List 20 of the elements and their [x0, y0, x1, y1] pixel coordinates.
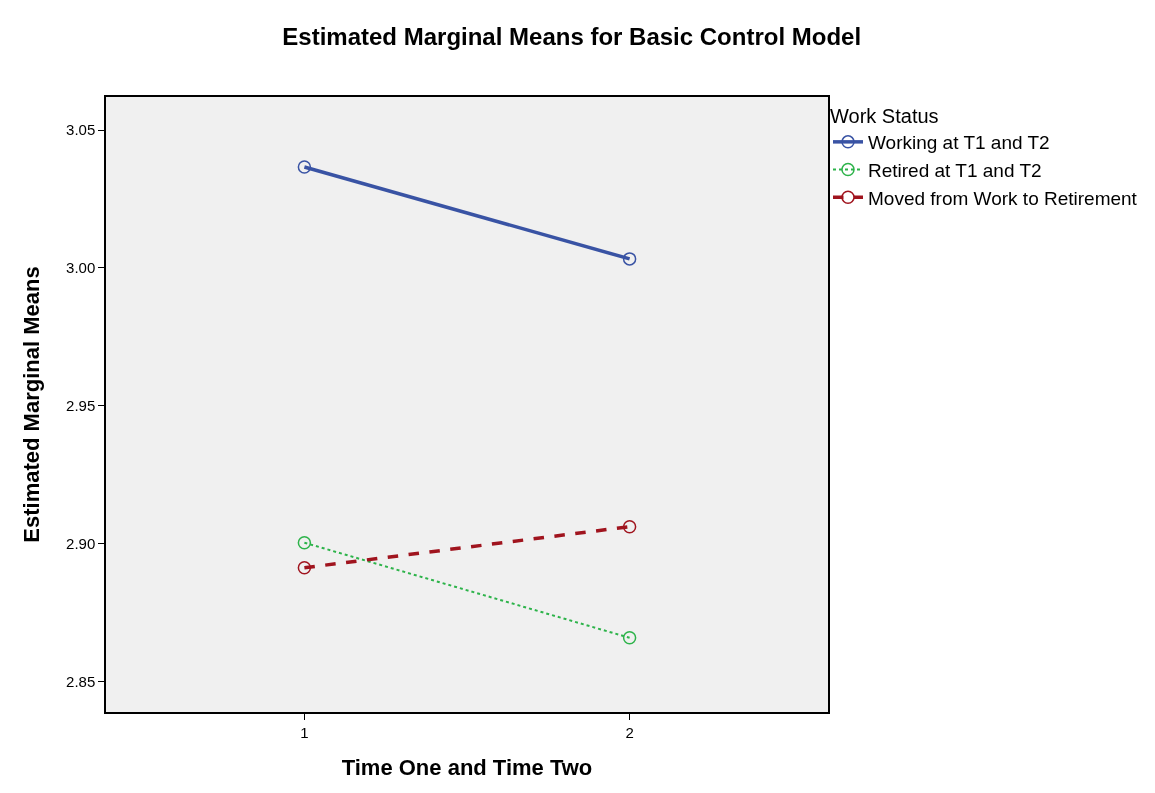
point — [622, 631, 637, 645]
x-axis-title: Time One and Time Two — [341, 755, 593, 781]
legend-label: Retired at T1 and T2 — [868, 159, 1042, 181]
y-axis-title: Estimated Marginal Means — [19, 266, 45, 543]
chart-title: Estimated Marginal Means for Basic Control Model — [282, 22, 862, 50]
y-tick-label: 2.90 — [66, 535, 96, 553]
legend-label: Working at T1 and T2 — [868, 132, 1050, 154]
point — [297, 561, 312, 575]
y-tick-label: 3.05 — [66, 121, 96, 139]
y-tick-label: 2.85 — [66, 672, 96, 690]
legend-label: Moved from Work to Retirement — [868, 187, 1138, 209]
y-tick-label: 3.00 — [66, 259, 96, 277]
legend-title: Work Status — [830, 105, 939, 127]
y-tick-label: 2.95 — [66, 397, 96, 415]
point — [297, 535, 312, 550]
x-tick-label: 1 — [300, 723, 309, 741]
point — [622, 519, 637, 534]
point — [297, 160, 312, 174]
x-tick-label: 2 — [625, 723, 634, 741]
point — [622, 252, 637, 266]
